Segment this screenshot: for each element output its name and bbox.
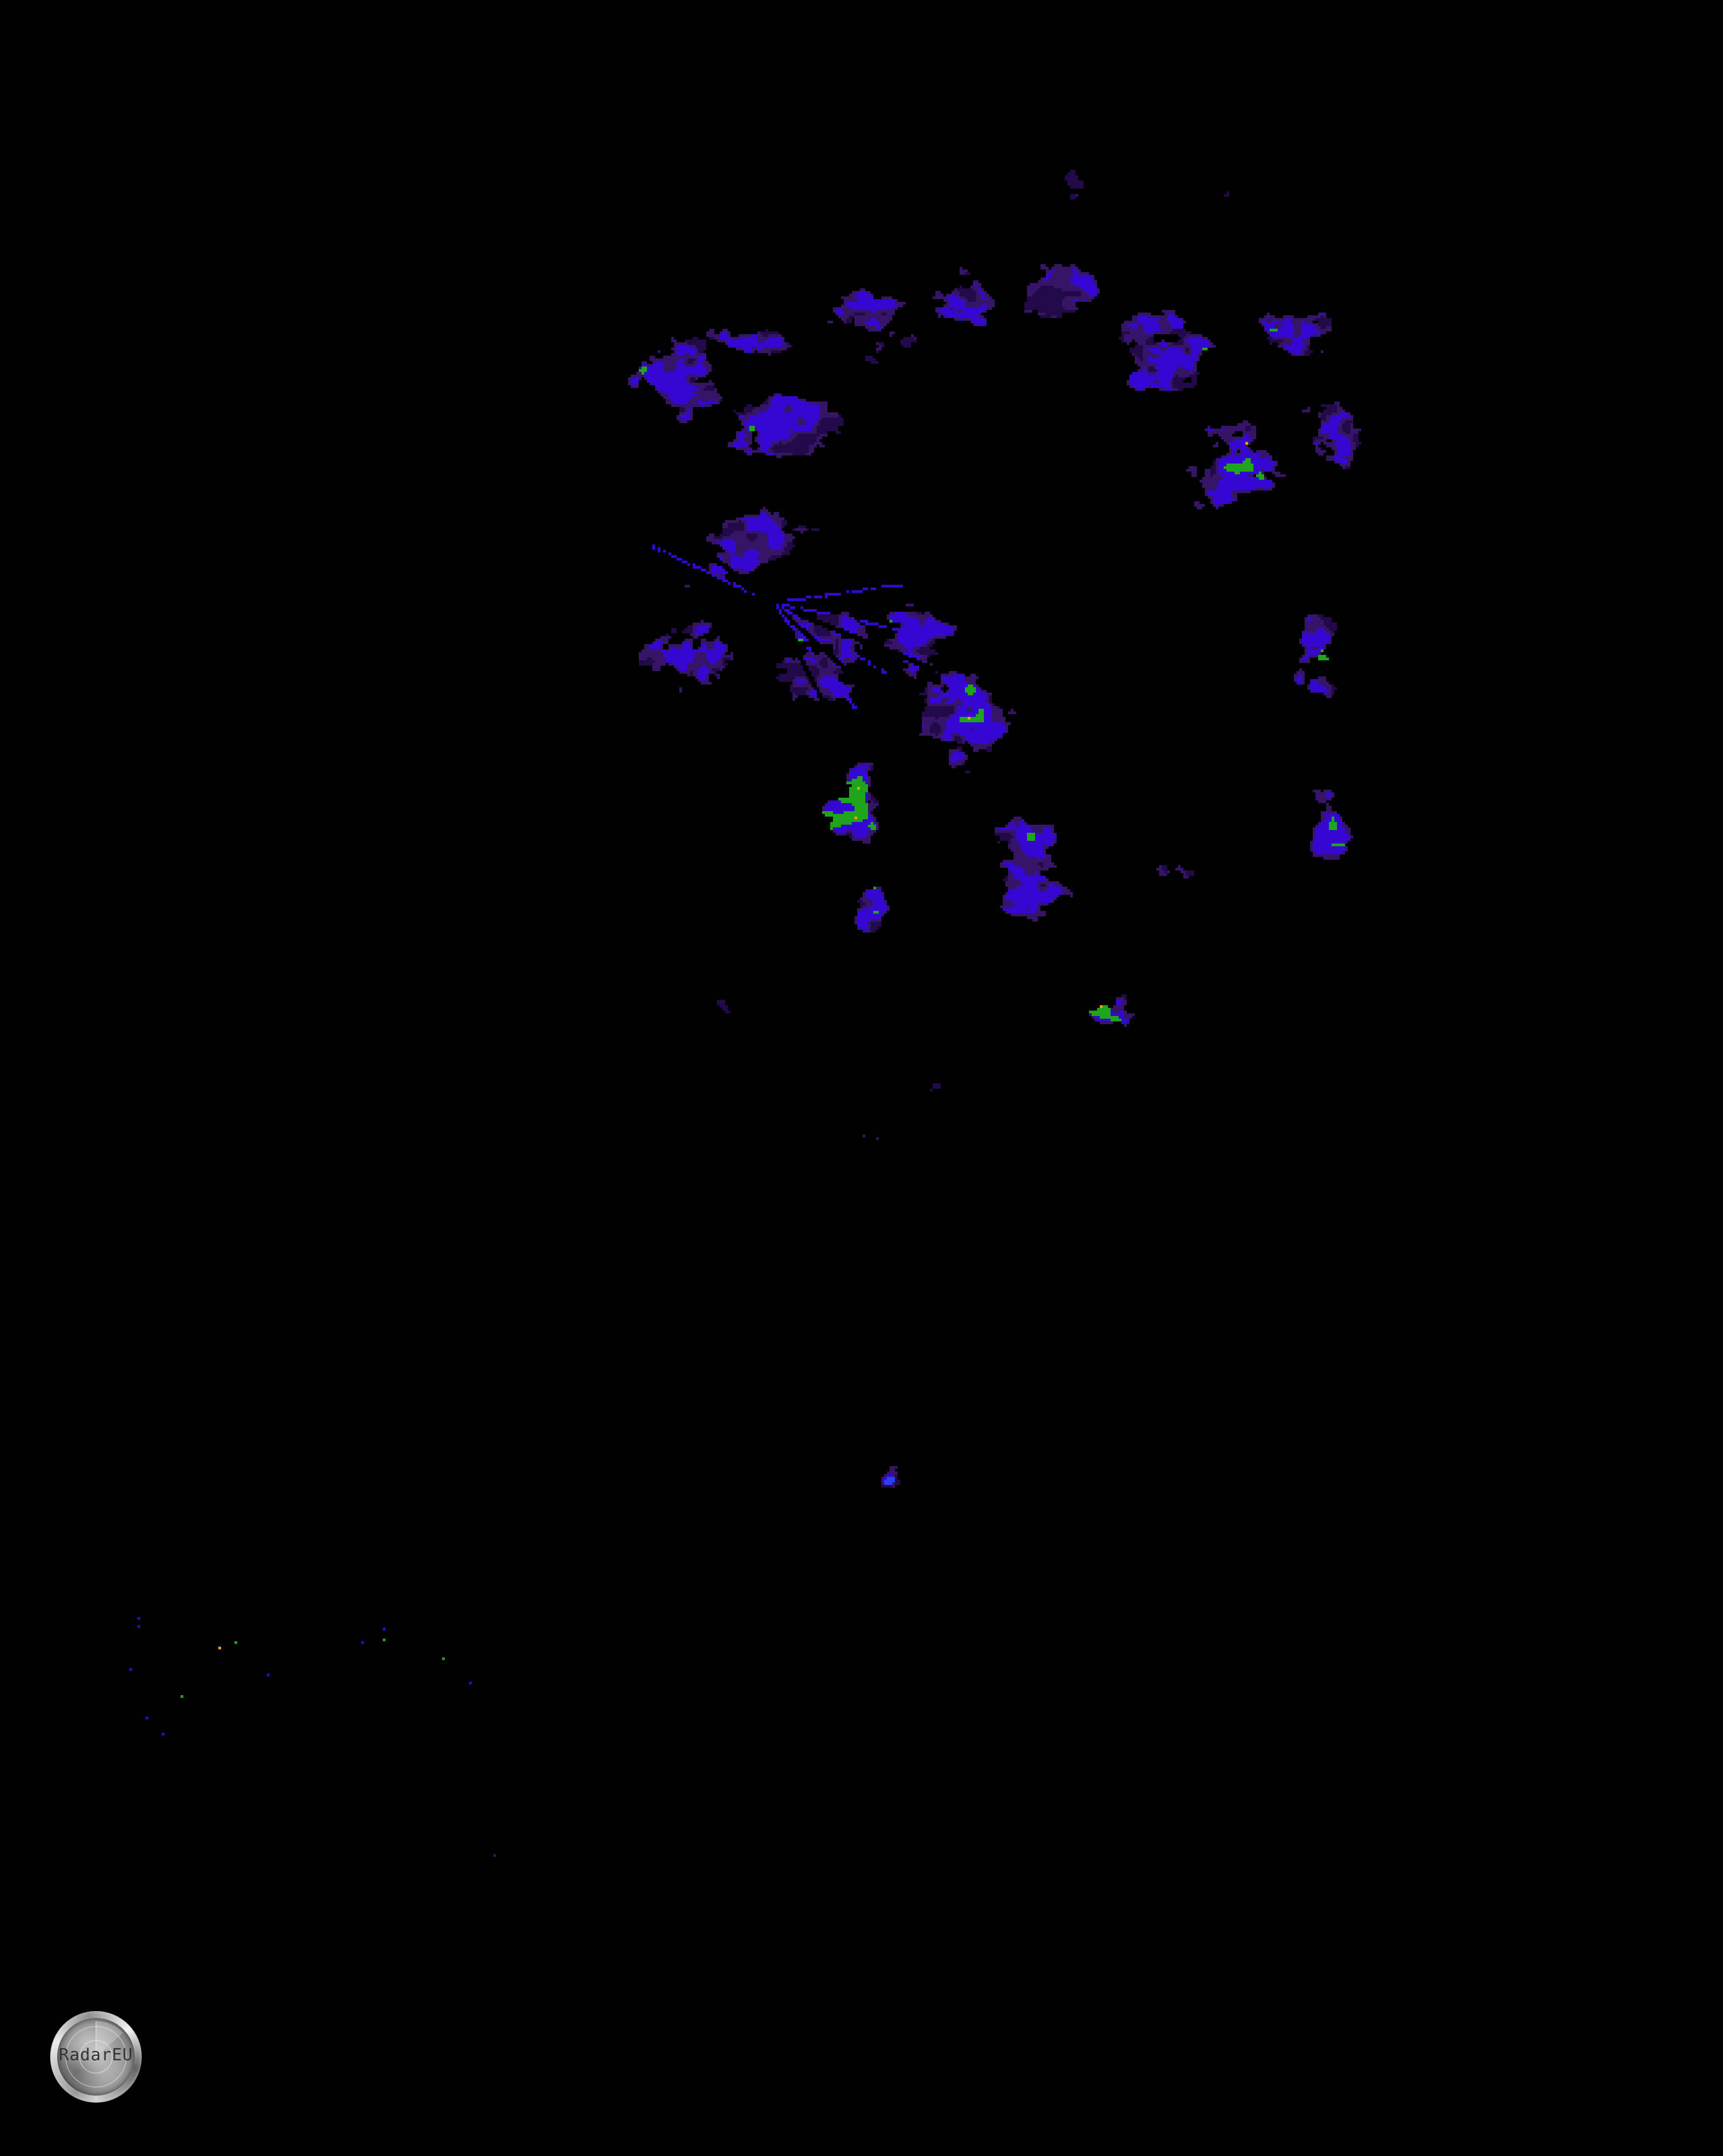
radar-rings-icon bbox=[65, 2021, 127, 2088]
logo-text: RadarEU bbox=[59, 2045, 133, 2065]
logo-disc bbox=[57, 2018, 135, 2096]
radareu-logo[interactable]: RadarEU bbox=[50, 2011, 142, 2103]
